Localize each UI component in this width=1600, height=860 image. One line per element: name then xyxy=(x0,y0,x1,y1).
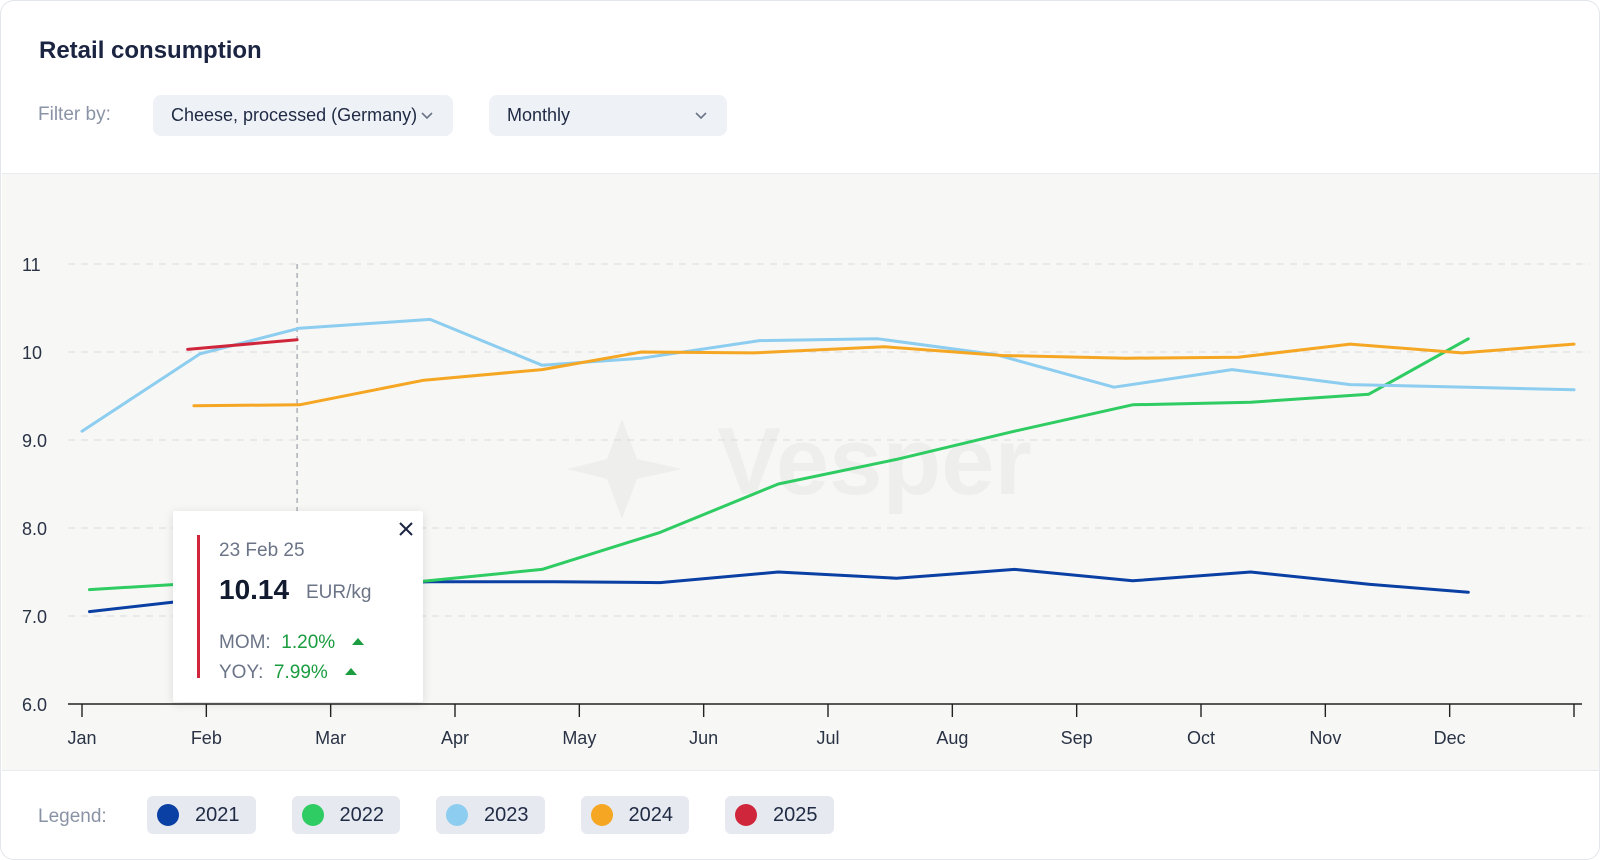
x-tick-label: Jul xyxy=(816,728,839,748)
x-tick-label: Mar xyxy=(315,728,346,748)
yoy-label: YOY: xyxy=(219,662,264,683)
legend-dot xyxy=(590,804,613,826)
x-tick-label: Jun xyxy=(689,728,718,748)
tooltip-mom-row: MOM: 1.20% xyxy=(219,632,365,654)
legend-dot xyxy=(301,804,324,826)
page-title: Retail consumption xyxy=(39,37,262,64)
arrow-up-icon xyxy=(352,638,365,645)
legend-item-2025[interactable]: 2025 xyxy=(725,796,834,834)
y-tick-label: 11 xyxy=(22,255,41,275)
yoy-value: 7.99% xyxy=(273,662,328,683)
tooltip-yoy-row: YOY: 7.99% xyxy=(219,662,358,684)
y-tick-label: 10 xyxy=(22,343,42,363)
line-chart[interactable]: Vesper 6.0 7.0 8.0 9.0 10 11 Jan Feb Mar Apr May Jun… xyxy=(2,174,1600,772)
legend-item-label: 2022 xyxy=(339,803,385,826)
y-tick-label: 7.0 xyxy=(22,607,47,627)
x-tick-label: May xyxy=(562,728,596,748)
data-tooltip: 23 Feb 25 10.14 EUR/kg MOM: 1.20% YOY: 7… xyxy=(173,511,423,702)
legend-item-2024[interactable]: 2024 xyxy=(580,796,689,834)
filter-label: Filter by: xyxy=(38,104,111,125)
x-tick-label: Nov xyxy=(1309,728,1341,748)
x-tick-label: Feb xyxy=(191,728,222,748)
y-tick-label: 6.0 xyxy=(22,695,47,715)
legend-item-2023[interactable]: 2023 xyxy=(436,796,545,834)
legend-item-label: 2024 xyxy=(628,803,674,826)
watermark-text: Vesper xyxy=(717,408,1032,515)
vesper-logo-icon xyxy=(567,419,682,519)
chevron-down-icon xyxy=(421,112,433,120)
legend-item-2021[interactable]: 2021 xyxy=(147,796,256,834)
legend-item-label: 2023 xyxy=(484,803,529,826)
series-line-2024 xyxy=(192,342,1576,408)
y-tick-label: 8.0 xyxy=(22,519,47,539)
x-tick-label: Aug xyxy=(936,728,968,748)
legend: 2021 2022 2023 2024 2025 xyxy=(147,796,834,834)
legend-item-2022[interactable]: 2022 xyxy=(291,796,400,834)
product-filter-dropdown[interactable]: Cheese, processed (Germany) xyxy=(153,95,453,136)
x-tick-label: Dec xyxy=(1434,728,1466,748)
legend-label: Legend: xyxy=(38,806,107,827)
legend-dot xyxy=(446,804,468,826)
period-filter-value: Monthly xyxy=(507,105,571,125)
chevron-down-icon xyxy=(695,112,707,120)
product-filter-value: Cheese, processed (Germany) xyxy=(171,105,418,125)
x-tick-label: Sep xyxy=(1061,728,1093,748)
legend-item-label: 2025 xyxy=(773,803,818,826)
series-line-2025 xyxy=(186,338,299,351)
x-tick-label: Apr xyxy=(441,728,469,748)
period-filter-dropdown[interactable]: Monthly xyxy=(489,95,727,136)
arrow-up-icon xyxy=(345,668,358,675)
series-line-2023 xyxy=(80,317,1576,433)
legend-dot xyxy=(157,804,179,826)
mom-value: 1.20% xyxy=(281,632,336,653)
legend-item-label: 2021 xyxy=(195,803,240,826)
x-tick-label: Jan xyxy=(67,728,96,748)
y-tick-label: 9.0 xyxy=(22,431,47,451)
mom-label: MOM: xyxy=(219,632,271,653)
x-tick-label: Oct xyxy=(1187,728,1215,748)
close-icon[interactable] xyxy=(397,520,415,538)
tooltip-date: 23 Feb 25 xyxy=(219,540,305,561)
legend-dot xyxy=(735,804,757,826)
tooltip-series-bar xyxy=(197,535,200,678)
tooltip-value: 10.14 xyxy=(219,574,290,605)
tooltip-unit: EUR/kg xyxy=(306,582,372,603)
